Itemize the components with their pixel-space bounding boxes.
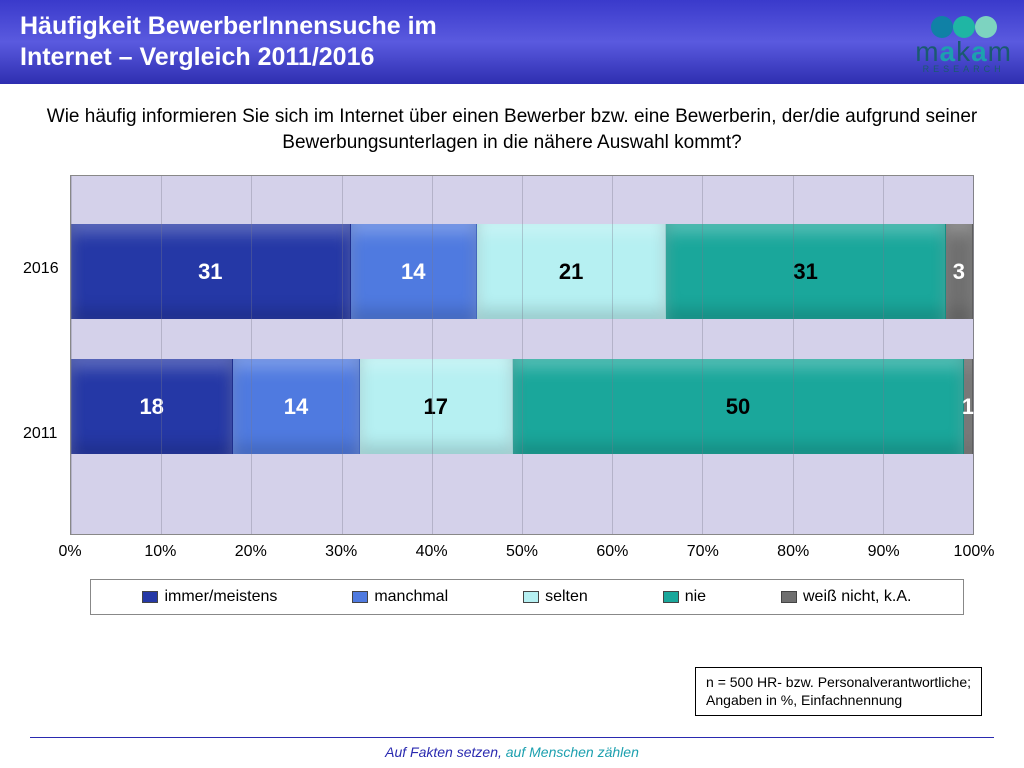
- legend-swatch-icon: [523, 591, 539, 603]
- footer-part-2: auf Menschen zählen: [506, 744, 639, 760]
- page-title: Häufigkeit BewerberInnensuche im Interne…: [20, 11, 437, 74]
- bar-segment: 21: [477, 224, 666, 319]
- gridline: [432, 176, 433, 534]
- logo-blob-icon: [975, 16, 997, 38]
- x-axis-tick: 30%: [325, 543, 357, 561]
- x-axis-tick: 100%: [954, 543, 995, 561]
- logo-blob-icon: [931, 16, 953, 38]
- bar-segment: 18: [71, 359, 233, 454]
- legend-label: selten: [545, 588, 588, 606]
- gridline: [973, 176, 974, 534]
- legend-label: manchmal: [374, 588, 448, 606]
- note-line-1: n = 500 HR- bzw. Personalverantwortliche…: [706, 674, 971, 692]
- footer-rule: [30, 737, 994, 738]
- survey-question: Wie häufig informieren Sie sich im Inter…: [0, 84, 1024, 165]
- x-axis: 0%10%20%30%40%50%60%70%80%90%100%: [70, 537, 974, 565]
- logo-blob-icon: [953, 16, 975, 38]
- x-axis-tick: 90%: [868, 543, 900, 561]
- bar-segment: 3: [946, 224, 973, 319]
- bar-segment: 1: [964, 359, 973, 454]
- legend-label: weiß nicht, k.A.: [803, 588, 911, 606]
- y-axis-label: 2016: [23, 260, 59, 278]
- bar-segment: 17: [360, 359, 513, 454]
- legend-label: immer/meistens: [164, 588, 277, 606]
- chart-legend: immer/meistens manchmal selten nie weiß nich…: [90, 579, 964, 615]
- bar-segment: 14: [351, 224, 477, 319]
- gridline: [793, 176, 794, 534]
- legend-item: nie: [663, 588, 706, 606]
- legend-swatch-icon: [352, 591, 368, 603]
- bar-segment: 50: [513, 359, 964, 454]
- gridline: [71, 176, 72, 534]
- title-line-2: Internet – Vergleich 2011/2016: [20, 43, 374, 71]
- bar-segment: 31: [71, 224, 351, 319]
- x-axis-tick: 40%: [416, 543, 448, 561]
- x-axis-tick: 70%: [687, 543, 719, 561]
- footer-part-1: Auf Fakten setzen,: [385, 744, 506, 760]
- x-axis-tick: 20%: [235, 543, 267, 561]
- brand-logo: makam RESEARCH: [915, 16, 1012, 74]
- legend-swatch-icon: [781, 591, 797, 603]
- gridline: [883, 176, 884, 534]
- gridline: [342, 176, 343, 534]
- x-axis-tick: 50%: [506, 543, 538, 561]
- y-axis-label: 2011: [23, 425, 57, 443]
- gridline: [161, 176, 162, 534]
- logo-subtext: RESEARCH: [915, 64, 1012, 74]
- note-line-2: Angaben in %, Einfachnennung: [706, 692, 971, 710]
- gridline: [702, 176, 703, 534]
- bar-segment: 31: [666, 224, 946, 319]
- footer-slogan: Auf Fakten setzen, auf Menschen zählen: [0, 744, 1024, 760]
- legend-swatch-icon: [663, 591, 679, 603]
- x-axis-tick: 0%: [58, 543, 81, 561]
- title-line-1: Häufigkeit BewerberInnensuche im: [20, 12, 437, 40]
- gridline: [612, 176, 613, 534]
- x-axis-tick: 80%: [777, 543, 809, 561]
- legend-item: weiß nicht, k.A.: [781, 588, 911, 606]
- logo-blobs: [915, 16, 1012, 38]
- chart-plot: 20163114213132011181417501: [70, 175, 974, 535]
- x-axis-tick: 10%: [144, 543, 176, 561]
- gridline: [522, 176, 523, 534]
- legend-item: immer/meistens: [142, 588, 277, 606]
- legend-item: selten: [523, 588, 588, 606]
- header-bar: Häufigkeit BewerberInnensuche im Interne…: [0, 0, 1024, 84]
- legend-label: nie: [685, 588, 706, 606]
- legend-swatch-icon: [142, 591, 158, 603]
- gridline: [251, 176, 252, 534]
- x-axis-tick: 60%: [596, 543, 628, 561]
- sample-note: n = 500 HR- bzw. Personalverantwortliche…: [695, 667, 982, 716]
- legend-item: manchmal: [352, 588, 448, 606]
- chart-area: 20163114213132011181417501 0%10%20%30%40…: [70, 175, 974, 565]
